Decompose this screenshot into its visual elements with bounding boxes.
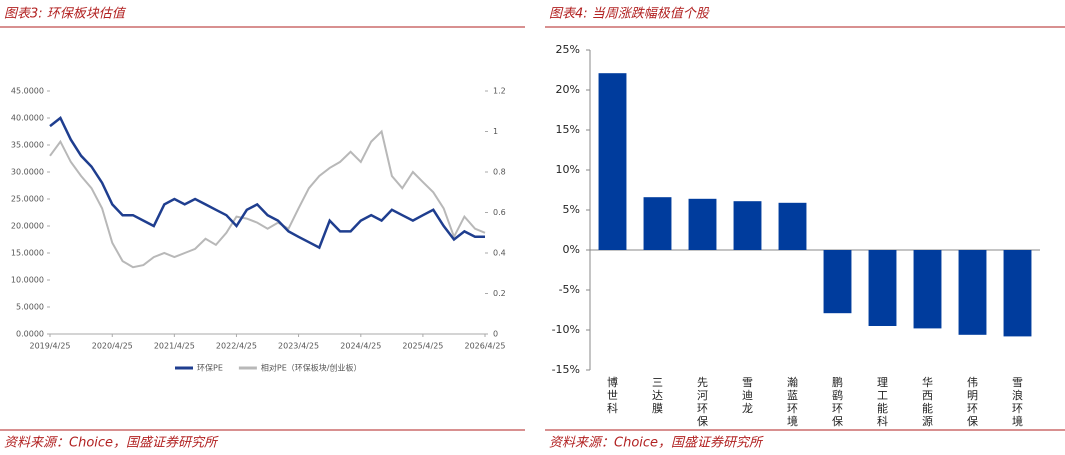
y2-tick-label: 0.8 [493,168,506,177]
x-tick-label: 2025/4/25 [402,342,443,351]
y-tick-label: 45.0000 [11,87,44,96]
bar [778,202,807,250]
y2-tick-label: 0.2 [493,289,506,298]
x-tick-label: 鹏鹞环保 [832,376,843,428]
legend-label: 相对PE（环保板块/创业板） [261,363,362,373]
y-tick-label: -15% [552,363,580,376]
y-tick-label: 5.0000 [16,303,44,312]
bar [913,250,942,329]
x-tick-label: 博世科 [607,376,618,415]
bar [823,250,852,314]
bar [1003,250,1032,337]
y-tick-label: 20.0000 [11,222,44,231]
x-tick-label: 先河环保 [697,376,708,428]
x-tick-label: 2024/4/25 [340,342,381,351]
x-tick-label: 2026/4/25 [464,342,505,351]
bar [688,198,717,250]
y-tick-label: 10% [556,163,580,176]
x-tick-label: 2020/4/25 [92,342,133,351]
y-tick-label: 25.0000 [11,195,44,204]
y-tick-label: 20% [556,83,580,96]
source: 资料来源：Choice，国盛证券研究所 [4,435,219,451]
y-tick-label: 5% [563,203,580,216]
y-tick-label: 15.0000 [11,249,44,258]
y-tick-label: 0.0000 [16,330,44,339]
y-tick-label: 25% [556,43,580,56]
series-line [49,129,486,269]
y2-tick-label: 0.4 [493,249,506,258]
bar [868,250,897,326]
y-tick-label: 40.0000 [11,114,44,123]
x-tick-label: 2023/4/25 [278,342,319,351]
chart-title: 图表3: 环保板块估值 [4,7,127,22]
x-tick-label: 华西能源 [922,375,933,428]
y-tick-label: 10.0000 [11,276,44,285]
bar [643,197,672,250]
source: 资料来源：Choice，国盛证券研究所 [549,435,764,451]
y-tick-label: 15% [556,123,580,136]
y2-tick-label: 0 [493,330,498,339]
y-tick-label: 0% [563,243,580,256]
bar [958,250,987,335]
y-tick-label: -10% [552,323,580,336]
y-tick-label: -5% [559,283,580,296]
x-tick-label: 2022/4/25 [216,342,257,351]
x-tick-label: 2021/4/25 [154,342,195,351]
x-tick-label: 雪浪环境 [1012,376,1023,428]
x-tick-label: 三达膜 [652,376,663,415]
y-tick-label: 30.0000 [11,168,44,177]
y2-tick-label: 1 [493,127,498,136]
y2-tick-label: 0.6 [493,208,506,217]
bar [733,201,762,250]
chart-title: 图表4: 当周涨跌幅极值个股 [549,7,711,22]
x-tick-label: 瀚蓝环境 [787,375,798,428]
y2-tick-label: 1.2 [493,87,506,96]
x-tick-label: 雪迪龙 [742,376,753,415]
legend-label: 环保PE [197,363,223,373]
y-tick-label: 35.0000 [11,141,44,150]
x-tick-label: 伟明环保 [967,376,978,428]
bar [598,73,627,250]
x-tick-label: 理工能科 [877,376,888,428]
series-line [49,116,485,250]
x-tick-label: 2019/4/25 [29,342,70,351]
